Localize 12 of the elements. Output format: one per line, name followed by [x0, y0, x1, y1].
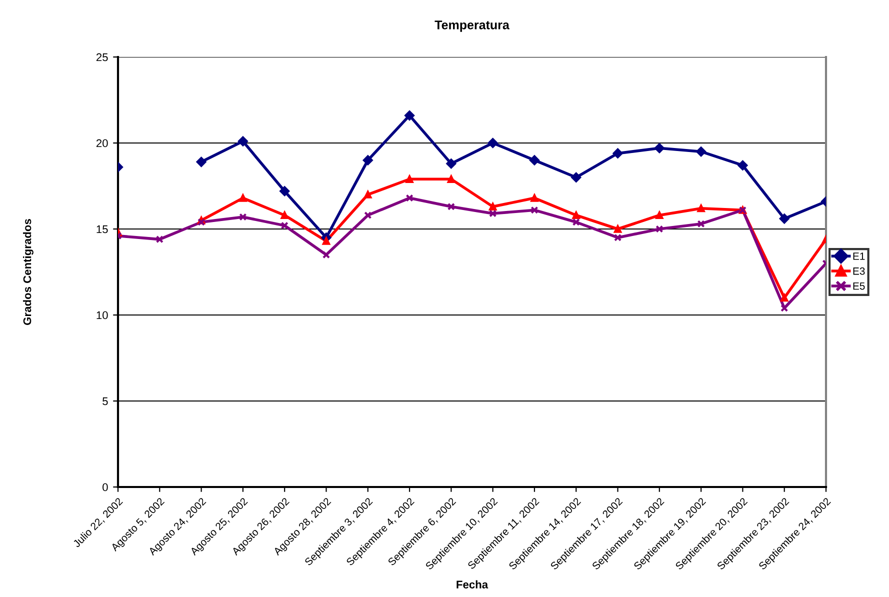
y-tick-label: 15: [96, 225, 108, 234]
y-axis-title: Grados Centigrados: [23, 219, 34, 325]
x-axis-title: Fecha: [456, 580, 488, 588]
y-tick-label: 10: [96, 311, 108, 320]
legend-label: E1: [853, 252, 865, 260]
y-tick-label: 5: [102, 397, 108, 406]
legend-label: E3: [853, 267, 865, 275]
y-tick-label: 0: [102, 483, 108, 492]
legend-label: E5: [853, 282, 865, 290]
y-tick-label: 25: [96, 53, 108, 62]
chart-title: Temperatura: [434, 20, 510, 32]
y-tick-label: 20: [96, 139, 108, 148]
